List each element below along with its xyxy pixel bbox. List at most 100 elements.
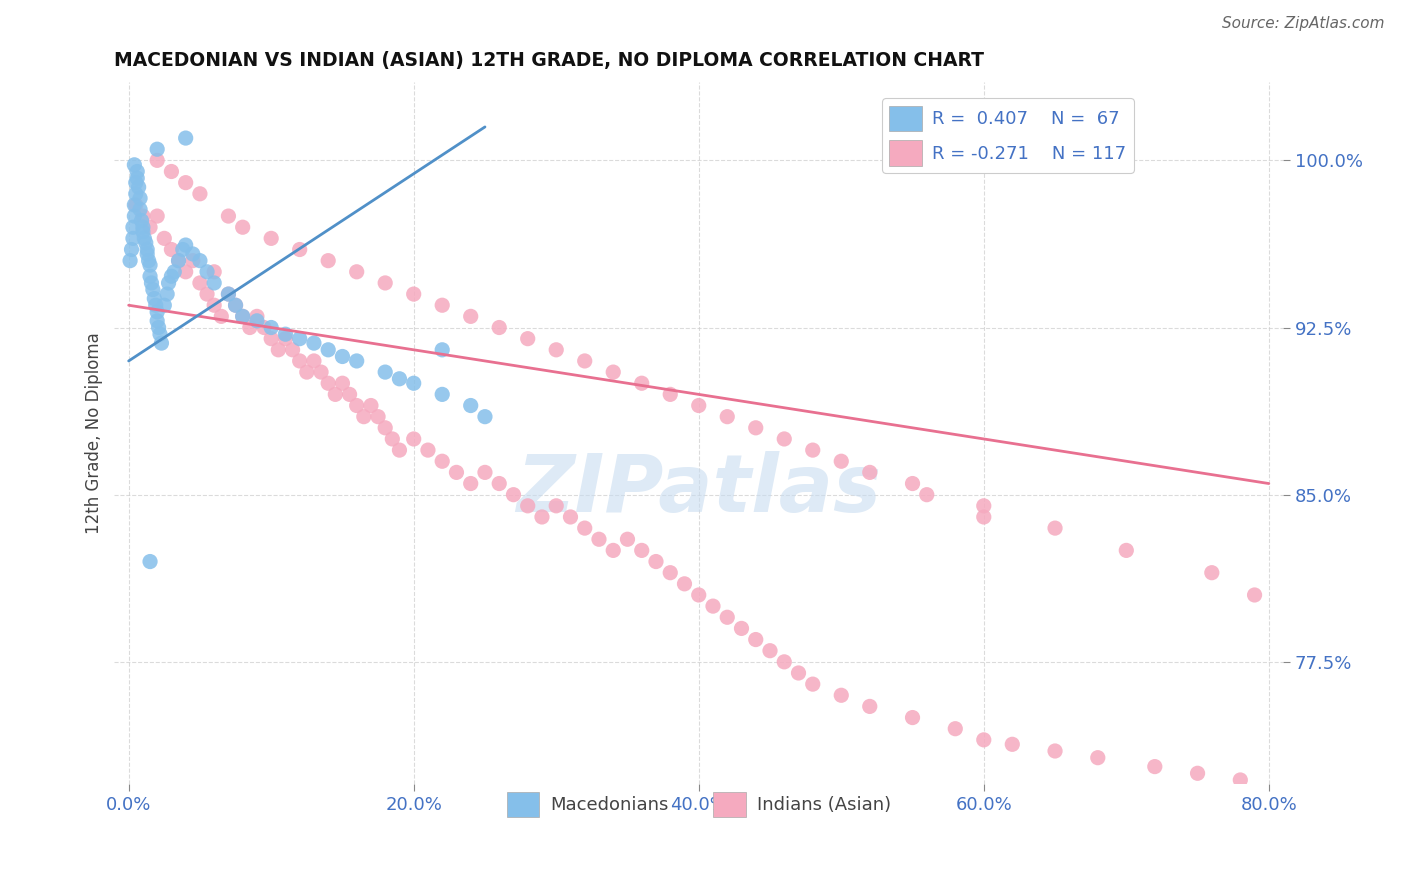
Point	[1187, 766, 1209, 780]
Point	[630, 543, 652, 558]
Point	[460, 476, 482, 491]
Point	[172, 243, 194, 257]
Point	[602, 365, 624, 379]
Point	[139, 220, 162, 235]
Point	[1229, 772, 1251, 787]
Point	[181, 247, 204, 261]
Point	[502, 488, 524, 502]
Point	[432, 298, 454, 312]
Point	[616, 533, 638, 547]
Point	[1243, 588, 1265, 602]
Point	[574, 354, 596, 368]
Point	[381, 432, 404, 446]
Point	[367, 409, 389, 424]
Point	[332, 350, 354, 364]
Point	[148, 320, 170, 334]
Point	[131, 213, 153, 227]
Point	[160, 243, 183, 257]
Point	[174, 265, 197, 279]
Point	[217, 287, 239, 301]
Point	[446, 466, 468, 480]
Point	[274, 332, 297, 346]
Point	[174, 176, 197, 190]
Point	[267, 343, 290, 357]
Point	[402, 432, 425, 446]
Point	[859, 699, 882, 714]
Point	[673, 577, 696, 591]
Point	[546, 343, 568, 357]
Point	[132, 209, 155, 223]
Point	[124, 209, 146, 223]
Point	[702, 599, 724, 614]
Point	[546, 499, 568, 513]
Point	[1143, 759, 1166, 773]
Point	[188, 253, 211, 268]
Point	[1115, 543, 1137, 558]
Point	[225, 298, 247, 312]
Point	[688, 399, 710, 413]
Point	[323, 387, 346, 401]
Point	[160, 269, 183, 284]
Point	[260, 231, 283, 245]
Point	[146, 305, 169, 319]
Point	[374, 365, 396, 379]
Text: MACEDONIAN VS INDIAN (ASIAN) 12TH GRADE, NO DIPLOMA CORRELATION CHART: MACEDONIAN VS INDIAN (ASIAN) 12TH GRADE,…	[114, 51, 984, 70]
Point	[388, 443, 411, 458]
Point	[149, 327, 172, 342]
Point	[630, 376, 652, 391]
Point	[139, 258, 162, 272]
Point	[830, 454, 852, 468]
Point	[316, 253, 339, 268]
Point	[316, 343, 339, 357]
Point	[801, 443, 824, 458]
Point	[253, 320, 276, 334]
Point	[288, 243, 311, 257]
Point	[246, 310, 269, 324]
Point	[488, 320, 510, 334]
Point	[232, 220, 254, 235]
Point	[127, 171, 149, 186]
Point	[1201, 566, 1223, 580]
Point	[645, 555, 668, 569]
Point	[120, 253, 142, 268]
Point	[416, 443, 439, 458]
Y-axis label: 12th Grade, No Diploma: 12th Grade, No Diploma	[86, 333, 103, 534]
Point	[139, 555, 162, 569]
Point	[121, 243, 143, 257]
Point	[346, 265, 368, 279]
Point	[302, 336, 325, 351]
Point	[516, 499, 538, 513]
Text: ZIPatlas: ZIPatlas	[516, 450, 882, 529]
Point	[787, 665, 810, 680]
Point	[188, 186, 211, 201]
Point	[181, 253, 204, 268]
Point	[346, 354, 368, 368]
Point	[901, 710, 924, 724]
Point	[759, 643, 782, 657]
Point	[195, 287, 218, 301]
Point	[129, 191, 152, 205]
Point	[156, 287, 179, 301]
Point	[174, 238, 197, 252]
Point	[1043, 521, 1066, 535]
Point	[1087, 750, 1109, 764]
Point	[132, 225, 155, 239]
Point	[232, 310, 254, 324]
Point	[127, 164, 149, 178]
Point	[773, 655, 796, 669]
Point	[136, 247, 159, 261]
Point	[402, 376, 425, 391]
Point	[157, 276, 180, 290]
Point	[288, 354, 311, 368]
Point	[122, 220, 145, 235]
Point	[124, 158, 146, 172]
Point	[295, 365, 318, 379]
Point	[588, 533, 610, 547]
Point	[136, 243, 159, 257]
Point	[217, 287, 239, 301]
Point	[128, 180, 150, 194]
Point	[360, 399, 382, 413]
Point	[1001, 737, 1024, 751]
Point	[281, 343, 304, 357]
Point	[432, 454, 454, 468]
